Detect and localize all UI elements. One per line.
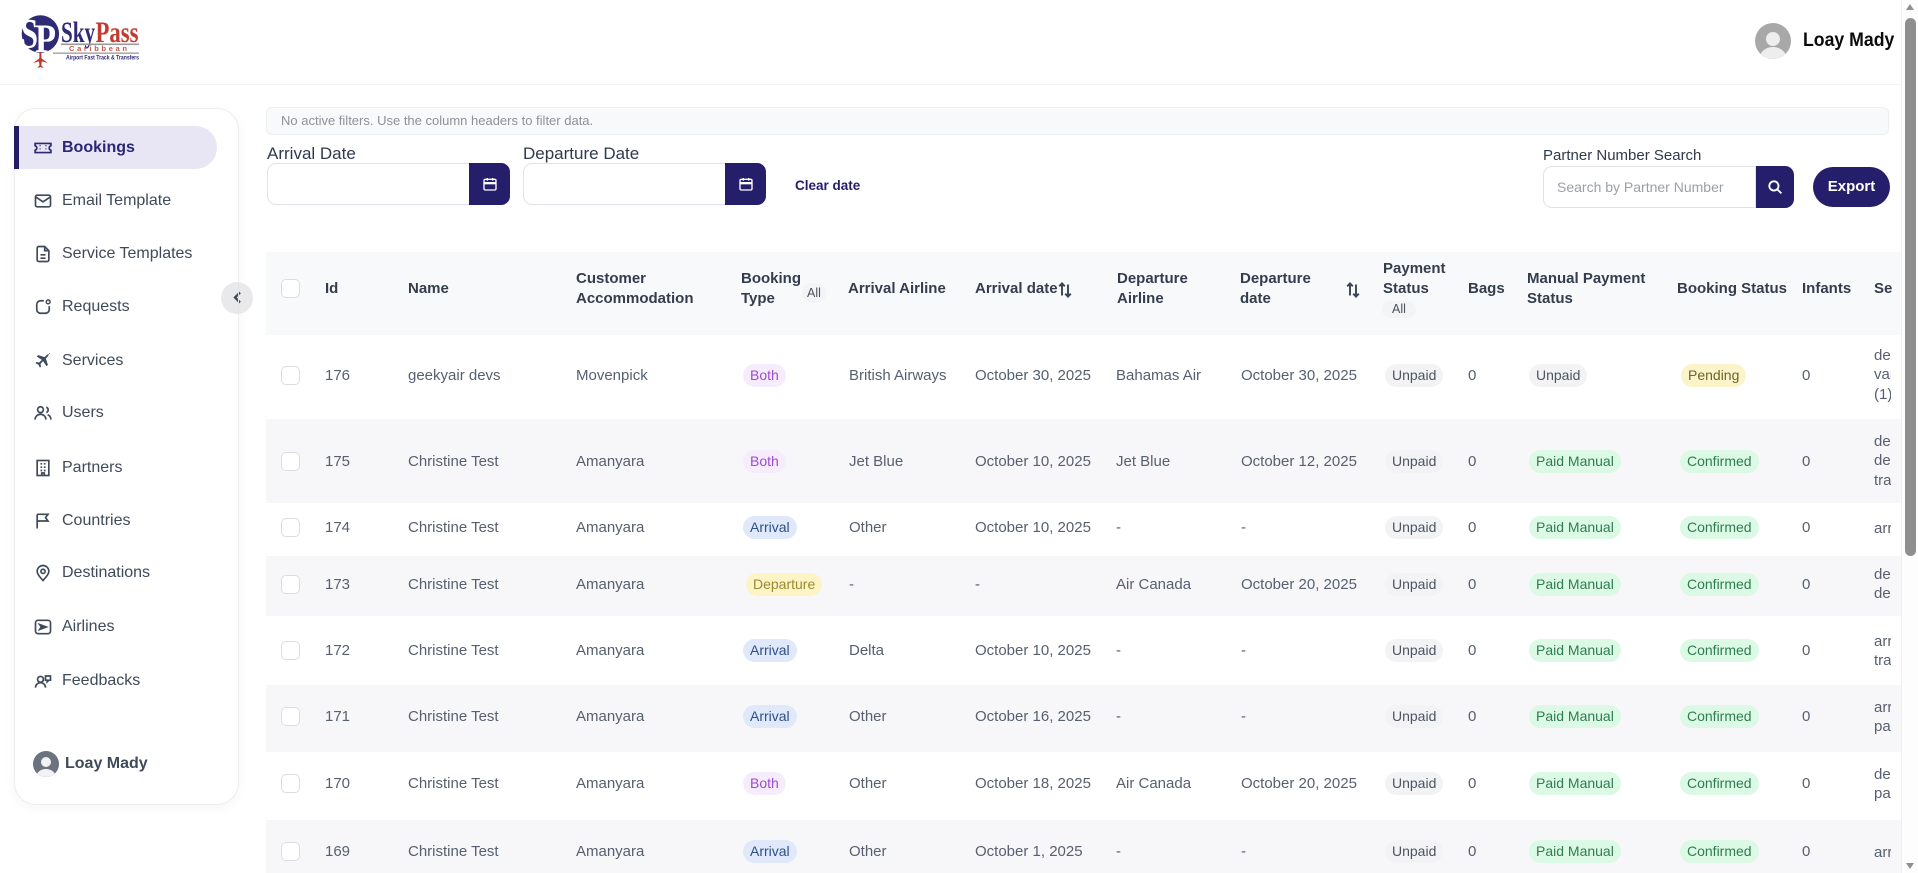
svg-text:P: P: [35, 16, 56, 61]
svg-text:Airport Fast Track & Transfers: Airport Fast Track & Transfers: [66, 55, 139, 62]
svg-text:Caribbean: Caribbean: [69, 44, 127, 53]
svg-text:S: S: [21, 12, 38, 58]
